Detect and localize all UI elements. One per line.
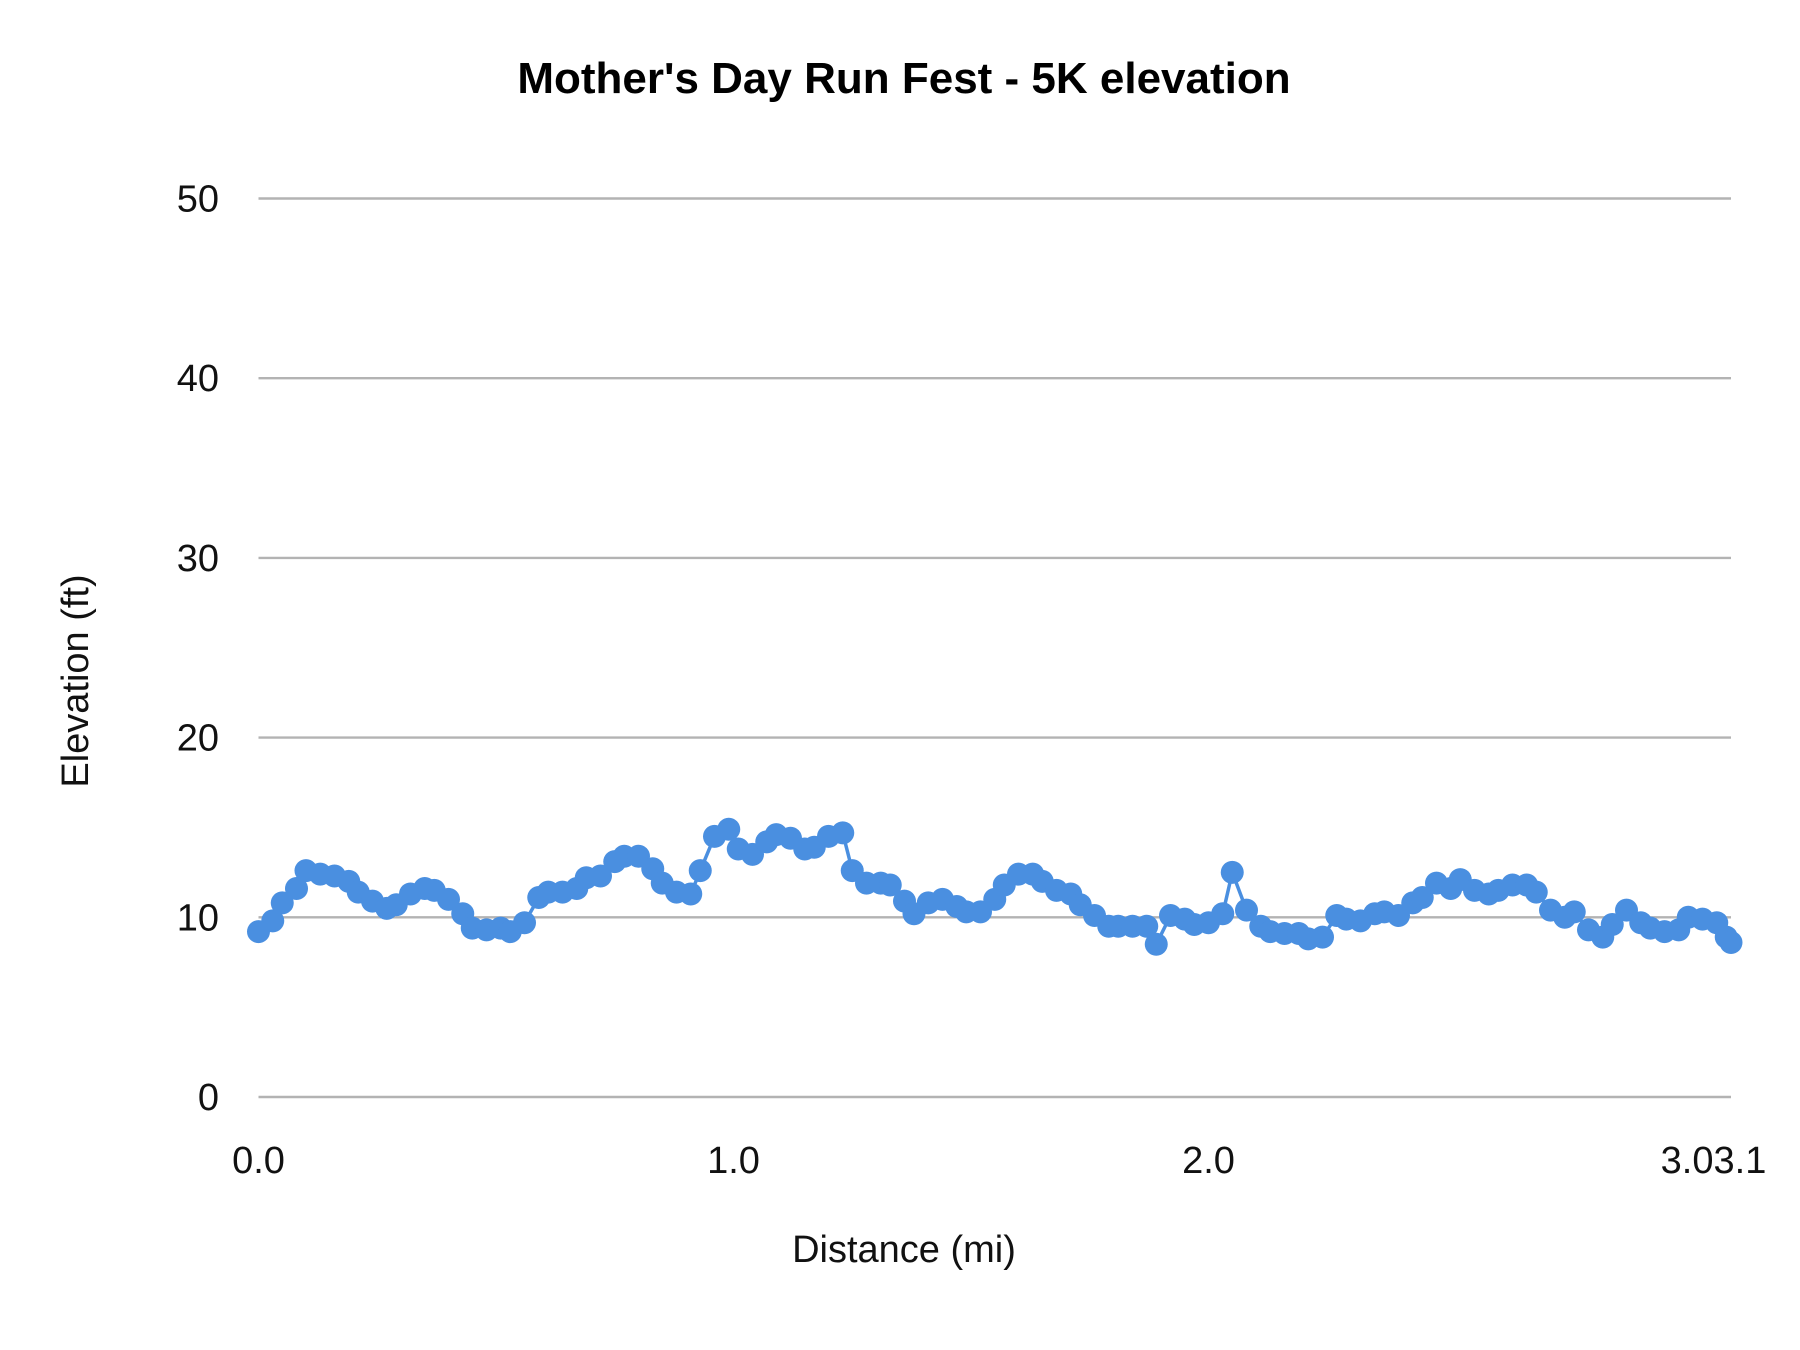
- data-point: [878, 873, 902, 897]
- y-tick-label: 50: [177, 179, 219, 221]
- y-tick-label: 10: [177, 897, 219, 939]
- data-point: [679, 882, 703, 906]
- data-point: [1600, 912, 1624, 936]
- data-point: [1311, 925, 1334, 949]
- chart-title: Mother's Day Run Fest - 5K elevation: [517, 54, 1290, 103]
- data-point: [589, 864, 612, 888]
- y-axis-title: Elevation (ft): [55, 574, 97, 787]
- data-point: [1211, 902, 1235, 926]
- data-point: [1719, 930, 1743, 954]
- x-tick-label: 3.1: [1714, 1140, 1767, 1182]
- data-point: [1235, 898, 1258, 922]
- gridlines: [258, 197, 1731, 1099]
- y-tick-label: 30: [177, 538, 219, 580]
- data-point: [1410, 886, 1434, 910]
- data-point: [437, 887, 460, 911]
- x-tick-label: 1.0: [707, 1140, 760, 1182]
- data-point: [1144, 932, 1168, 956]
- data-point: [285, 877, 308, 901]
- data-point: [1135, 914, 1159, 938]
- elevation-series: [247, 817, 1743, 956]
- x-tick-labels: 0.0 1.0 2.0 3.0 3.1: [232, 1140, 1766, 1182]
- x-axis-title: Distance (mi): [792, 1229, 1016, 1271]
- data-point: [270, 891, 294, 915]
- y-tick-label: 20: [177, 718, 219, 760]
- data-point: [831, 821, 855, 845]
- y-tick-labels: 0 10 20 30 40 50: [177, 179, 219, 1120]
- y-tick-label: 0: [198, 1077, 219, 1119]
- x-tick-label: 3.0: [1661, 1140, 1714, 1182]
- data-point: [1524, 880, 1548, 904]
- data-point: [261, 909, 285, 933]
- x-tick-label: 2.0: [1182, 1140, 1235, 1182]
- data-point: [1562, 900, 1586, 924]
- data-point: [513, 911, 536, 935]
- x-tick-label: 0.0: [232, 1140, 285, 1182]
- y-tick-label: 40: [177, 358, 219, 400]
- data-point: [717, 817, 741, 841]
- data-point: [688, 859, 712, 883]
- data-point: [1220, 860, 1244, 884]
